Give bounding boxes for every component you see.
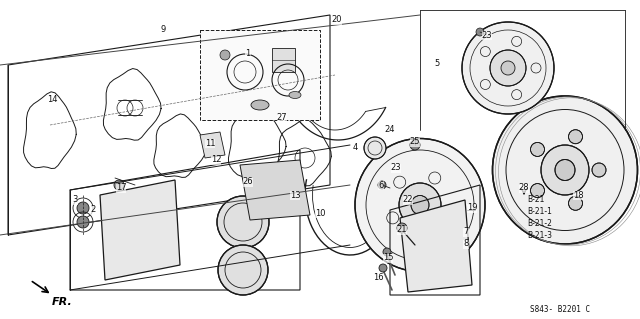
Circle shape <box>77 202 89 214</box>
Circle shape <box>410 140 420 150</box>
Polygon shape <box>200 132 225 158</box>
Circle shape <box>220 50 230 60</box>
Text: 17: 17 <box>116 183 126 192</box>
Circle shape <box>378 181 386 189</box>
Ellipse shape <box>217 196 269 248</box>
Text: 22: 22 <box>403 196 413 204</box>
Text: 20: 20 <box>332 16 342 25</box>
Text: 13: 13 <box>290 190 300 199</box>
Text: FR.: FR. <box>52 297 73 307</box>
Ellipse shape <box>541 145 589 195</box>
Text: 21: 21 <box>397 226 407 234</box>
Ellipse shape <box>364 137 386 159</box>
Circle shape <box>568 130 582 144</box>
Polygon shape <box>272 48 295 72</box>
Text: 14: 14 <box>47 95 57 105</box>
Circle shape <box>476 28 484 36</box>
Circle shape <box>490 50 526 86</box>
Ellipse shape <box>289 92 301 99</box>
Ellipse shape <box>555 160 575 181</box>
Ellipse shape <box>251 100 269 110</box>
Text: S843- B2201 C: S843- B2201 C <box>530 305 590 314</box>
Text: B-21: B-21 <box>527 196 545 204</box>
Text: 12: 12 <box>211 155 221 165</box>
Circle shape <box>531 142 545 156</box>
Text: 2: 2 <box>90 205 95 214</box>
Ellipse shape <box>411 196 429 214</box>
Polygon shape <box>400 200 472 292</box>
Circle shape <box>379 264 387 272</box>
Circle shape <box>397 223 407 233</box>
Text: 4: 4 <box>353 144 358 152</box>
Text: 28: 28 <box>518 183 529 192</box>
Text: B-21-2: B-21-2 <box>527 219 552 228</box>
Text: 27: 27 <box>276 114 287 122</box>
Circle shape <box>592 163 606 177</box>
Polygon shape <box>200 30 320 120</box>
Text: 10: 10 <box>315 209 325 218</box>
Text: 24: 24 <box>385 125 396 135</box>
Text: B-21-3: B-21-3 <box>527 232 552 241</box>
Circle shape <box>114 180 124 190</box>
Text: B-21-1: B-21-1 <box>527 207 552 217</box>
Text: 9: 9 <box>161 26 166 34</box>
Text: 26: 26 <box>243 177 253 187</box>
Circle shape <box>531 183 545 197</box>
Ellipse shape <box>218 245 268 295</box>
Polygon shape <box>240 160 310 220</box>
Text: 15: 15 <box>383 254 393 263</box>
Ellipse shape <box>493 96 637 244</box>
Text: 6: 6 <box>378 181 384 189</box>
Text: 7: 7 <box>463 227 468 236</box>
Polygon shape <box>100 180 180 280</box>
Text: 5: 5 <box>435 60 440 69</box>
Text: 1: 1 <box>245 48 251 57</box>
Text: 8: 8 <box>463 240 468 249</box>
Text: 19: 19 <box>467 204 477 212</box>
Circle shape <box>383 248 391 256</box>
Text: 25: 25 <box>410 137 420 146</box>
Circle shape <box>501 61 515 75</box>
Text: 16: 16 <box>372 273 383 283</box>
Text: 23: 23 <box>390 164 401 173</box>
Text: 18: 18 <box>573 190 583 199</box>
Text: 11: 11 <box>205 138 215 147</box>
Circle shape <box>462 22 554 114</box>
Text: 23: 23 <box>482 31 492 40</box>
Ellipse shape <box>355 138 485 271</box>
Ellipse shape <box>399 183 441 227</box>
Circle shape <box>568 196 582 210</box>
Circle shape <box>77 216 89 228</box>
Text: 3: 3 <box>72 196 77 204</box>
